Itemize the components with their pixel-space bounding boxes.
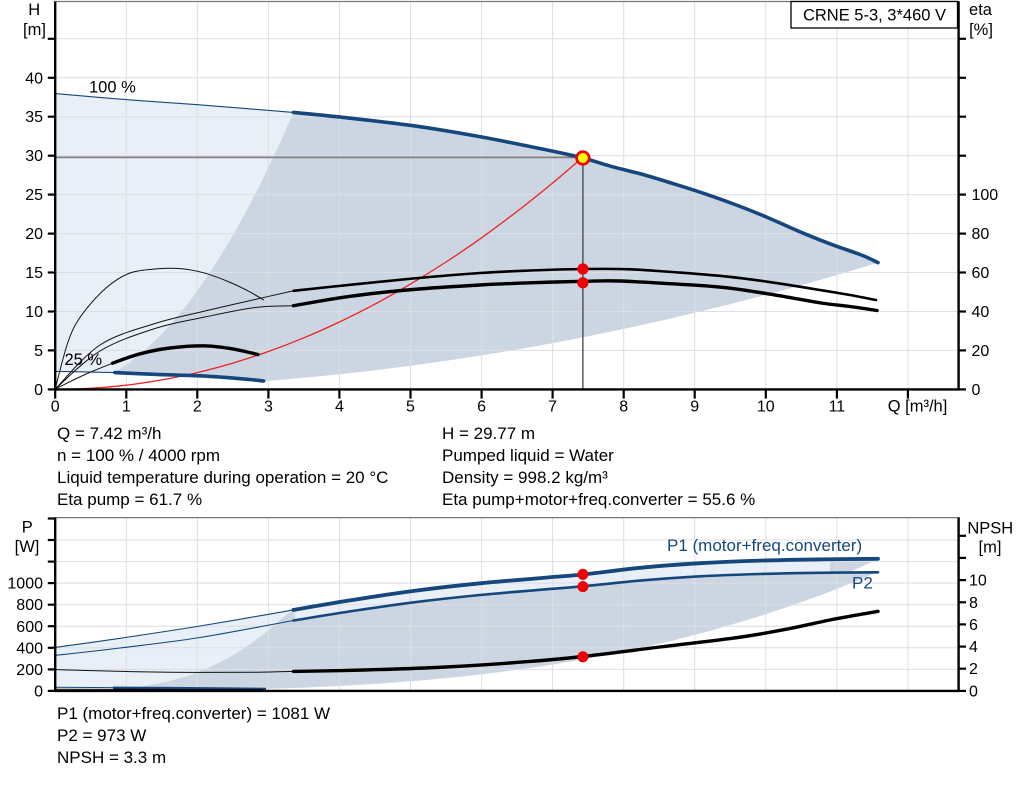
svg-text:[W]: [W]	[15, 538, 40, 556]
svg-text:n = 100 % / 4000 rpm: n = 100 % / 4000 rpm	[57, 446, 220, 465]
svg-text:CRNE 5-3, 3*460 V: CRNE 5-3, 3*460 V	[803, 7, 946, 25]
svg-text:6: 6	[477, 399, 486, 416]
svg-text:[m]: [m]	[23, 21, 46, 39]
svg-text:10: 10	[25, 304, 43, 321]
svg-text:40: 40	[25, 70, 43, 87]
svg-text:7: 7	[548, 399, 557, 416]
svg-text:Q [m³/h]: Q [m³/h]	[888, 398, 948, 416]
svg-text:20: 20	[25, 226, 43, 243]
svg-text:800: 800	[16, 597, 43, 614]
svg-text:Eta pump+motor+freq.converter: Eta pump+motor+freq.converter = 55.6 %	[442, 490, 755, 509]
svg-text:0: 0	[34, 382, 43, 399]
svg-text:5: 5	[406, 399, 415, 416]
svg-text:eta: eta	[969, 1, 993, 19]
svg-text:5: 5	[34, 343, 43, 360]
svg-text:[m]: [m]	[979, 539, 1002, 557]
svg-text:11: 11	[829, 399, 846, 416]
svg-text:Pumped liquid = Water: Pumped liquid = Water	[442, 446, 614, 465]
svg-text:4: 4	[969, 639, 978, 656]
svg-text:200: 200	[16, 662, 43, 679]
svg-text:3: 3	[264, 399, 273, 416]
svg-text:8: 8	[969, 595, 978, 612]
svg-text:20: 20	[972, 343, 990, 360]
svg-text:P1 (motor+freq.converter): P1 (motor+freq.converter)	[667, 536, 862, 555]
svg-text:P2 = 973 W: P2 = 973 W	[57, 726, 146, 745]
svg-text:0: 0	[969, 683, 978, 700]
svg-text:100: 100	[972, 187, 999, 204]
svg-text:60: 60	[972, 265, 990, 282]
svg-text:4: 4	[335, 399, 344, 416]
svg-text:Eta pump = 61.7 %: Eta pump = 61.7 %	[57, 490, 202, 509]
svg-text:9: 9	[690, 399, 699, 416]
svg-text:H = 29.77 m: H = 29.77 m	[442, 424, 535, 443]
svg-text:[%]: [%]	[969, 21, 993, 39]
svg-text:0: 0	[34, 683, 43, 700]
svg-text:80: 80	[972, 226, 990, 243]
svg-text:2: 2	[969, 661, 978, 678]
svg-text:10: 10	[969, 573, 987, 590]
svg-text:P: P	[22, 519, 33, 537]
svg-text:100 %: 100 %	[89, 79, 136, 97]
svg-text:Liquid temperature during oper: Liquid temperature during operation = 20…	[57, 468, 388, 487]
svg-text:NPSH = 3.3 m: NPSH = 3.3 m	[57, 748, 166, 767]
svg-text:10: 10	[757, 399, 775, 416]
svg-text:25 %: 25 %	[65, 351, 103, 369]
svg-text:400: 400	[16, 640, 43, 657]
svg-text:NPSH: NPSH	[967, 519, 1013, 537]
svg-text:Q = 7.42 m³/h: Q = 7.42 m³/h	[57, 424, 161, 443]
svg-text:1: 1	[122, 399, 131, 416]
svg-text:6: 6	[969, 617, 978, 634]
svg-text:600: 600	[16, 619, 43, 636]
svg-text:P1 (motor+freq.converter) = 10: P1 (motor+freq.converter) = 1081 W	[57, 704, 330, 723]
svg-text:0: 0	[972, 382, 981, 399]
svg-text:P2: P2	[852, 574, 873, 593]
svg-text:30: 30	[25, 148, 43, 165]
svg-text:1000: 1000	[7, 576, 43, 593]
svg-text:15: 15	[25, 265, 43, 282]
svg-text:8: 8	[619, 399, 628, 416]
svg-text:H: H	[28, 1, 40, 19]
svg-text:40: 40	[972, 304, 990, 321]
svg-text:35: 35	[25, 109, 43, 126]
svg-text:25: 25	[25, 187, 43, 204]
svg-text:0: 0	[51, 399, 60, 416]
svg-text:2: 2	[193, 399, 202, 416]
svg-text:Density = 998.2 kg/m³: Density = 998.2 kg/m³	[442, 468, 608, 487]
